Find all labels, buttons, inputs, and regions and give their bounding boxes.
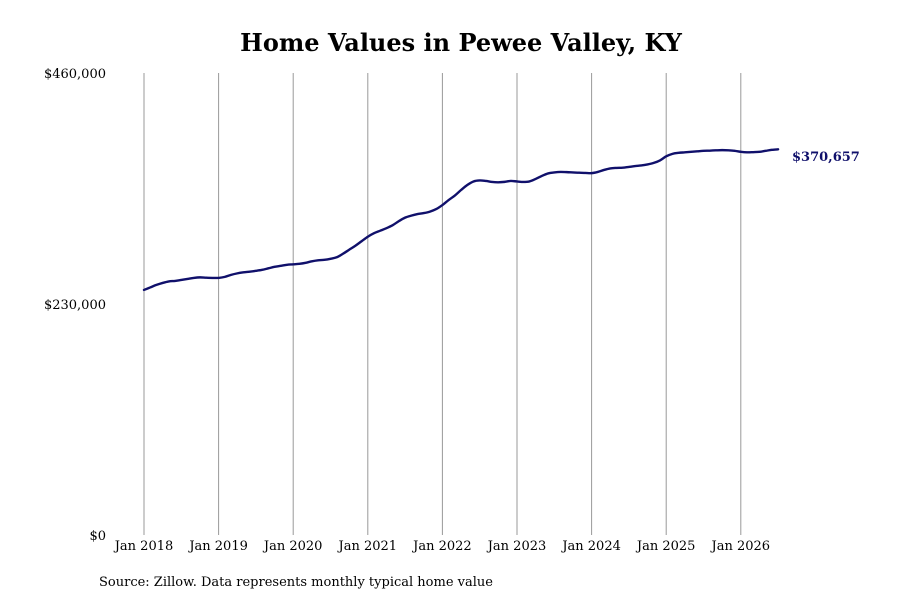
x-tick-label: Jan 2023 — [486, 539, 547, 554]
vertical-gridlines — [143, 73, 742, 535]
chart-title: Home Values in Pewee Valley, KY — [240, 28, 683, 57]
y-axis-tick-labels: $460,000 $230,000 $0 — [44, 67, 106, 544]
x-tick-label: Jan 2026 — [710, 539, 771, 554]
x-tick-label: Jan 2019 — [187, 539, 248, 554]
home-value-series-line — [142, 148, 780, 292]
x-tick-label: Jan 2022 — [411, 539, 472, 554]
y-tick-label: $460,000 — [44, 67, 106, 82]
x-tick-label: Jan 2018 — [113, 539, 174, 554]
latest-value-label: $370,657 — [792, 150, 860, 165]
x-axis-tick-labels: Jan 2018 Jan 2019 Jan 2020 Jan 2021 Jan 2022… — [113, 539, 770, 554]
x-tick-label: Jan 2021 — [337, 539, 398, 554]
y-tick-label: $0 — [89, 529, 106, 544]
source-note: Source: Zillow. Data represents monthly … — [99, 575, 493, 590]
x-tick-label: Jan 2020 — [262, 539, 323, 554]
y-tick-label: $230,000 — [44, 298, 106, 313]
x-tick-label: Jan 2025 — [635, 539, 696, 554]
x-tick-label: Jan 2024 — [560, 539, 621, 554]
